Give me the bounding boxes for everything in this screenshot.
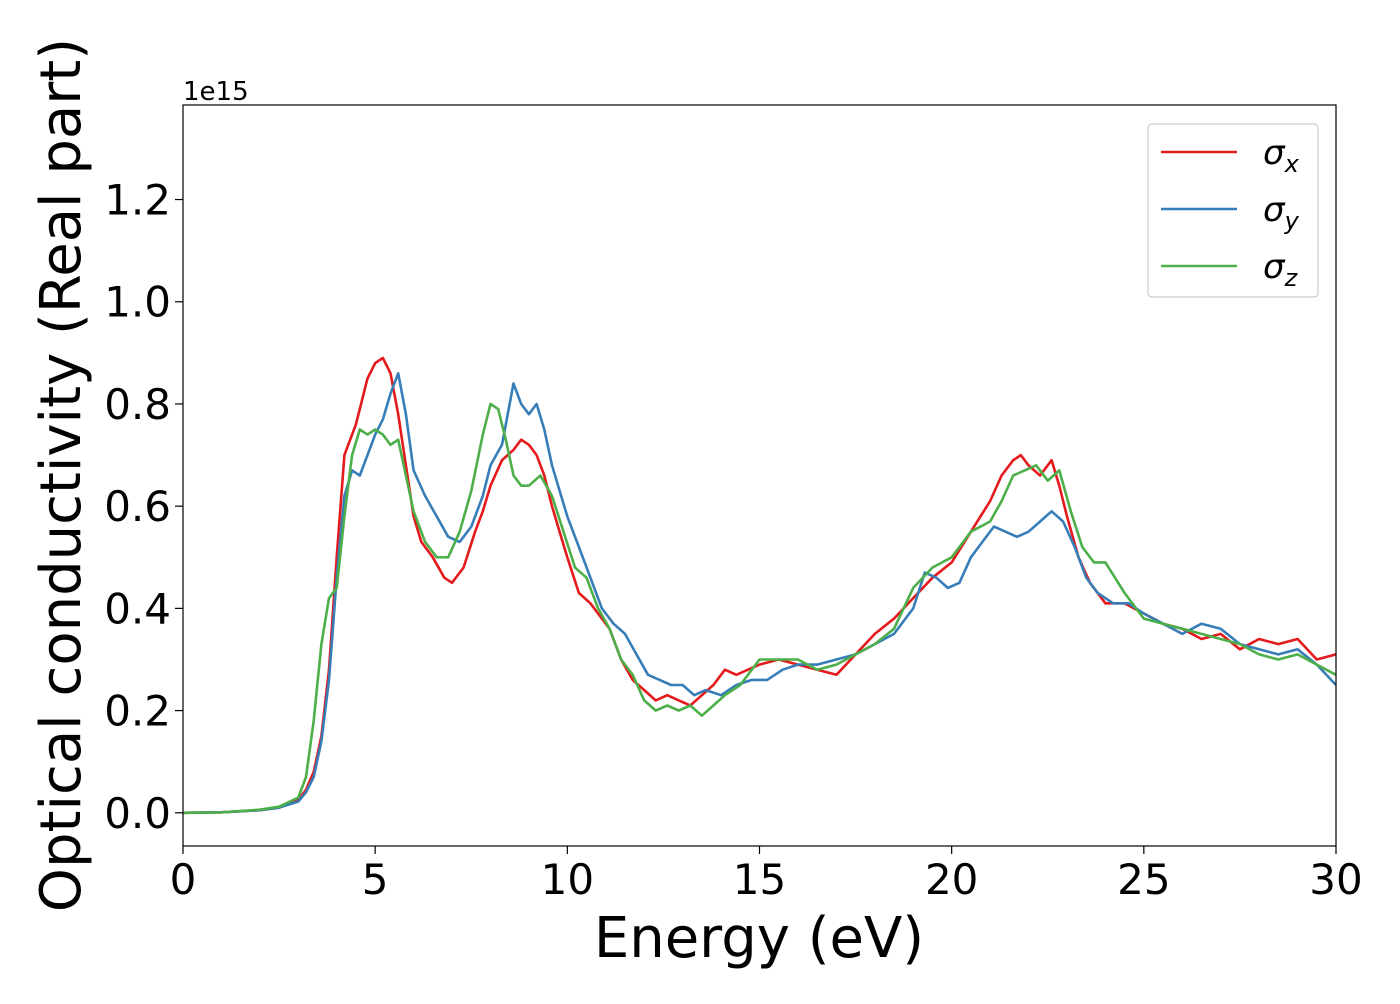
- series-layer: [183, 356, 1336, 815]
- y-axis-ticks: 0.0 0.2 0.4 0.6 0.8 1.0 1.2: [104, 176, 183, 838]
- y-tick-label: 0.4: [104, 584, 171, 633]
- x-tick-label: 0: [170, 855, 197, 904]
- series-line-x: [183, 356, 1336, 815]
- legend-box: [1147, 123, 1319, 298]
- y-tick-label: 0.2: [104, 687, 171, 736]
- legend-symbol: σ: [1263, 247, 1286, 287]
- y-tick-label: 1.2: [104, 176, 171, 225]
- x-tick-label: 5: [362, 855, 389, 904]
- y-tick-label: 0.6: [104, 482, 171, 531]
- legend-label-z: σz: [1263, 247, 1299, 292]
- legend-subscript: x: [1284, 150, 1300, 178]
- y-tick-label: 0.0: [104, 789, 171, 838]
- legend-label-y: σy: [1263, 190, 1300, 235]
- legend-symbol: σ: [1263, 190, 1286, 230]
- series-line-z: [183, 402, 1336, 815]
- x-tick-label: 10: [541, 855, 594, 904]
- x-axis-ticks: 0 5 10 15 20 25 30: [170, 846, 1363, 904]
- x-tick-label: 30: [1309, 855, 1362, 904]
- x-tick-label: 20: [925, 855, 978, 904]
- legend-label-x: σx: [1263, 133, 1300, 178]
- y-tick-label: 0.8: [104, 380, 171, 429]
- legend-subscript: y: [1284, 207, 1300, 235]
- y-axis-label: Optical conductivity (Real part): [29, 38, 94, 912]
- y-tick-label: 1.0: [104, 278, 171, 327]
- x-tick-label: 15: [733, 855, 786, 904]
- x-axis-label: Energy (eV): [594, 906, 924, 971]
- y-offset-text: 1e15: [183, 77, 249, 107]
- x-tick-label: 25: [1117, 855, 1170, 904]
- series-line-y: [183, 372, 1336, 815]
- legend-symbol: σ: [1263, 133, 1286, 173]
- legend-subscript: z: [1284, 264, 1299, 292]
